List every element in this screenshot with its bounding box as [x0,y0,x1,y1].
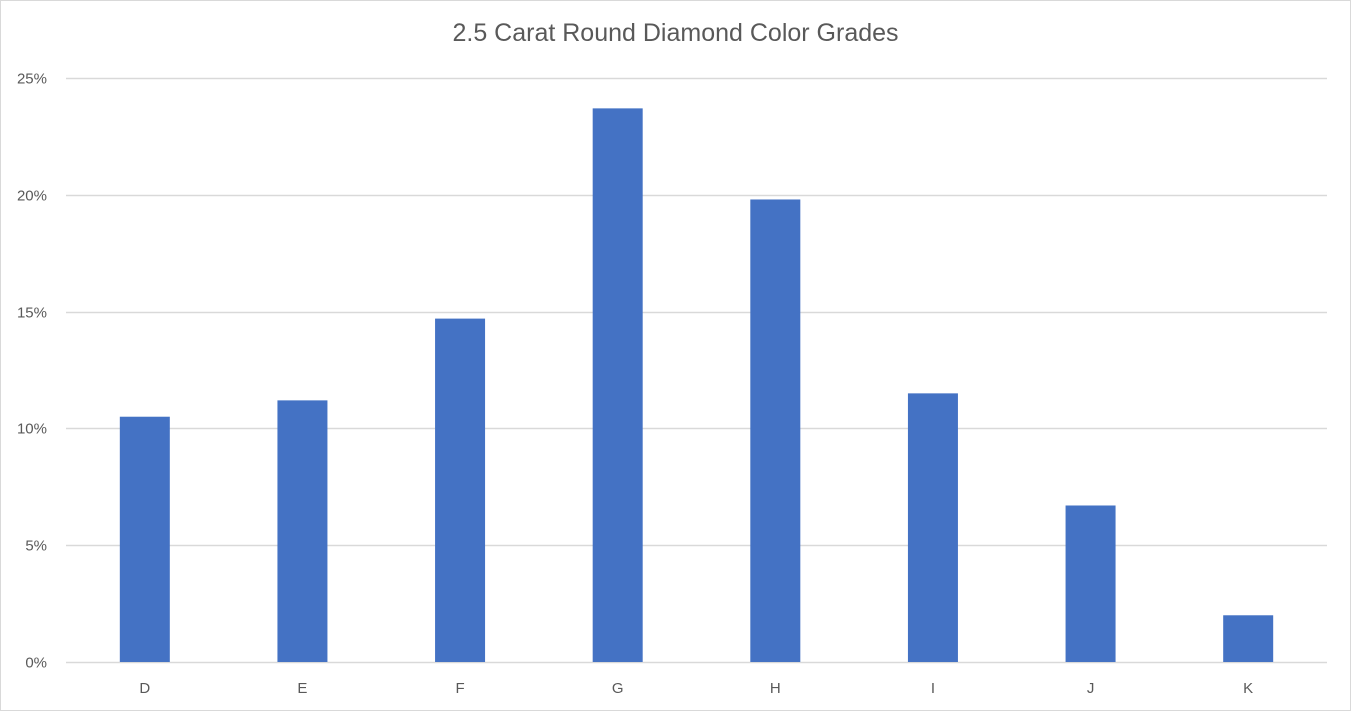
y-tick-label: 10% [17,421,47,438]
bar-d [119,416,170,662]
y-tick-label: 5% [25,538,47,555]
y-tick-label: 25% [17,71,47,88]
bar-h [750,199,801,663]
x-tick-label: G [612,680,624,697]
y-tick-label: 0% [25,655,47,672]
bar-f [435,318,486,662]
chart-title: 2.5 Carat Round Diamond Color Grades [452,19,899,47]
bar-g [592,108,643,663]
bar-k [1223,615,1274,662]
x-tick-label: K [1243,680,1253,697]
y-tick-label: 20% [17,188,47,205]
x-tick-label: E [297,680,307,697]
bar-e [277,400,328,662]
x-tick-label: H [770,680,781,697]
bar-j [1065,505,1116,662]
x-tick-label: I [931,680,935,697]
bar-i [907,393,958,662]
x-tick-label: J [1087,680,1095,697]
x-tick-label: F [455,680,464,697]
x-tick-label: D [139,680,150,697]
y-tick-label: 15% [17,305,47,322]
